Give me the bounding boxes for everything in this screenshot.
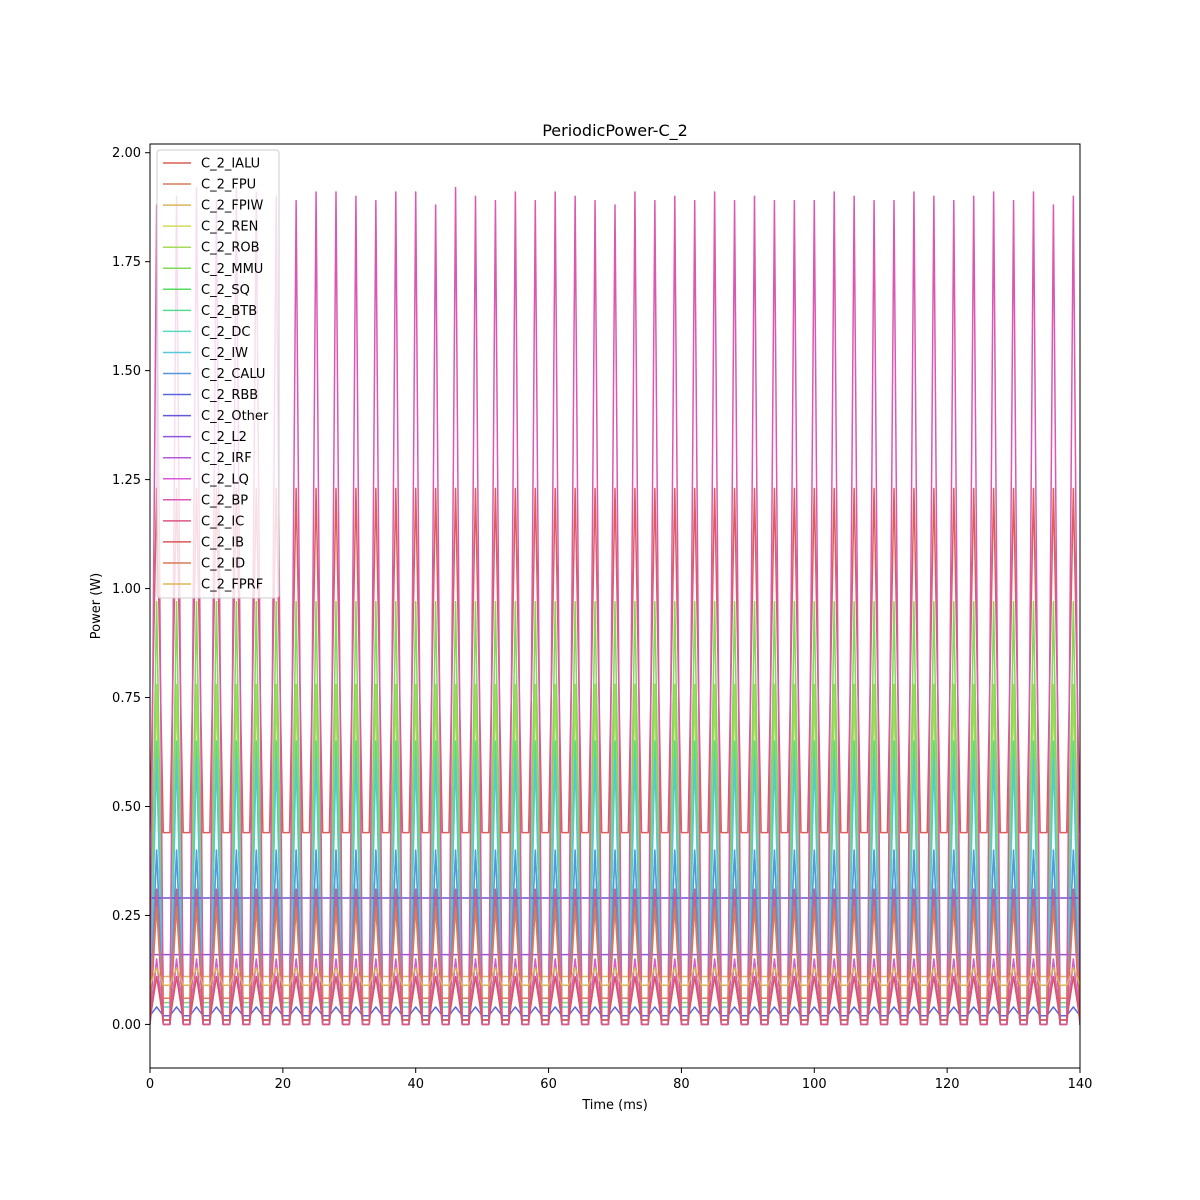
legend-entry: C_2_RBB bbox=[201, 388, 258, 403]
y-tick-label: 2.00 bbox=[112, 146, 141, 161]
legend-entry: C_2_FPIW bbox=[201, 199, 263, 214]
series-line-c-2-mmu bbox=[150, 600, 1080, 1004]
series-line-c-2-fpiw bbox=[150, 683, 1080, 978]
y-axis-label: Power (W) bbox=[89, 573, 104, 639]
y-tick-label: 1.00 bbox=[112, 582, 141, 597]
x-tick-label: 120 bbox=[935, 1077, 960, 1092]
x-tick-label: 80 bbox=[673, 1077, 690, 1092]
legend-entry: C_2_IC bbox=[201, 514, 244, 529]
legend-entry: C_2_MMU bbox=[201, 262, 263, 277]
y-tick-label: 1.50 bbox=[112, 364, 141, 379]
y-tick-label: 0.00 bbox=[112, 1018, 141, 1033]
legend-entry: C_2_DC bbox=[201, 325, 250, 340]
legend-entry: C_2_IB bbox=[201, 535, 244, 550]
legend-entry: C_2_ROB bbox=[201, 241, 260, 256]
series-line-c-2-fprf bbox=[150, 967, 1080, 986]
legend-entry: C_2_L2 bbox=[201, 430, 247, 445]
series-line-c-2-ib bbox=[150, 975, 1080, 1021]
x-tick-label: 60 bbox=[540, 1077, 557, 1092]
legend-entry: C_2_SQ bbox=[201, 283, 250, 298]
legend-entry: C_2_FPU bbox=[201, 178, 256, 193]
legend-entry: C_2_IRF bbox=[201, 451, 252, 466]
legend-entry: C_2_IALU bbox=[201, 157, 260, 172]
legend-entry: C_2_BP bbox=[201, 493, 248, 508]
series-line-c-2-ic bbox=[150, 888, 1080, 1026]
series-line-c-2-dc bbox=[150, 849, 1080, 1008]
y-tick-label: 0.75 bbox=[112, 691, 141, 706]
x-tick-label: 100 bbox=[802, 1077, 827, 1092]
legend-entry: C_2_CALU bbox=[201, 367, 265, 382]
legend-entry: C_2_Other bbox=[201, 409, 269, 424]
plot-frame bbox=[149, 143, 1081, 1069]
x-axis-label: Time (ms) bbox=[581, 1098, 648, 1113]
x-axis-ticks: 0 20 40 60 80 100 120 140 bbox=[146, 1068, 1093, 1092]
legend-entry: C_2_REN bbox=[201, 220, 258, 235]
y-tick-label: 1.75 bbox=[112, 255, 141, 270]
legend: C_2_IALU C_2_FPU C_2_FPIW C_2_REN C_2_ROB C_2… bbox=[156, 149, 280, 599]
y-axis-ticks: 0.00 0.25 0.50 0.75 1.00 1.25 1.50 1.75 2.00 bbox=[112, 146, 150, 1033]
series-layer bbox=[150, 186, 1080, 1026]
x-tick-label: 40 bbox=[407, 1077, 424, 1092]
legend-entry: C_2_IW bbox=[201, 346, 248, 361]
legend-frame bbox=[156, 149, 280, 599]
series-line-c-2-rbb bbox=[150, 1006, 1080, 1017]
y-tick-label: 0.50 bbox=[112, 800, 141, 815]
legend-entry: C_2_LQ bbox=[201, 472, 249, 487]
chart-title: PeriodicPower-C_2 bbox=[542, 121, 688, 141]
legend-entry: C_2_FPRF bbox=[201, 578, 263, 593]
legend-entry: C_2_BTB bbox=[201, 304, 257, 319]
x-tick-label: 20 bbox=[275, 1077, 292, 1092]
y-tick-label: 1.25 bbox=[112, 473, 141, 488]
x-tick-label: 140 bbox=[1068, 1077, 1093, 1092]
legend-entry: C_2_ID bbox=[201, 556, 245, 571]
x-tick-label: 0 bbox=[146, 1077, 154, 1092]
series-line-c-2-id bbox=[150, 905, 1080, 1000]
series-line-c-2-ialu bbox=[150, 487, 1080, 834]
y-tick-label: 0.25 bbox=[112, 909, 141, 924]
